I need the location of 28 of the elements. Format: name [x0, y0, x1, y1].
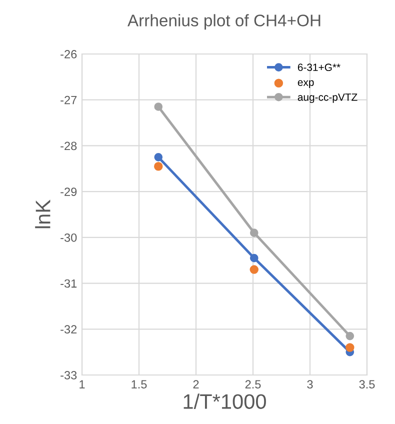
y-tick-label: -33: [60, 371, 77, 380]
x-tick-label: 1.5: [132, 380, 147, 389]
point: [154, 162, 163, 171]
y-tick-label: -32: [60, 325, 77, 334]
point: [154, 153, 163, 162]
x-tick-label: 1: [80, 380, 85, 388]
y-tick-label: -30: [60, 233, 77, 242]
y-tick-label: -26: [60, 50, 77, 58]
y-tick-label: -27: [60, 96, 77, 104]
y-axis-title: lnK: [35, 200, 50, 228]
x-tick-label: 3: [307, 380, 313, 389]
point: [250, 265, 259, 274]
x-axis-title: 1/T*1000: [184, 394, 266, 409]
point: [250, 254, 258, 262]
legend-label: exp: [298, 80, 314, 88]
legend-label: 6-31+G**: [298, 64, 340, 72]
point: [154, 102, 163, 111]
x-tick-label: 2: [193, 380, 199, 388]
legend-label: aug-cc-pVTZ: [298, 94, 358, 103]
y-tick-label: -31: [60, 279, 77, 288]
chart-title: Arrhenius plot of CH4+OH: [128, 14, 320, 30]
y-tick-label: -28: [60, 142, 77, 150]
point: [346, 343, 354, 352]
y-tick-label: -29: [60, 188, 77, 196]
x-tick-label: 2.5: [245, 380, 261, 389]
point: [346, 332, 354, 340]
x-tick-label: 3.5: [359, 380, 375, 389]
point: [250, 228, 258, 238]
